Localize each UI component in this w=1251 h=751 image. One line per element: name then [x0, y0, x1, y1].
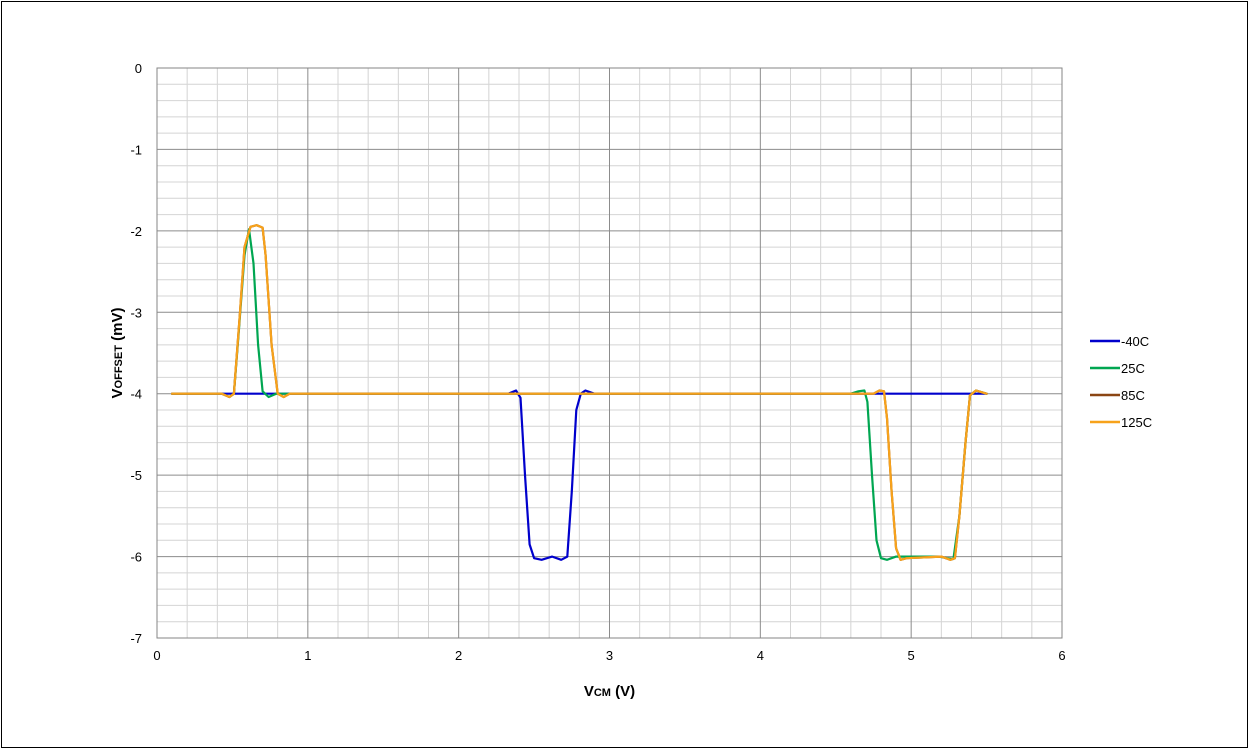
series-lines — [171, 224, 988, 561]
y-tick-label: -2 — [130, 224, 142, 239]
series-line-125c — [171, 224, 988, 561]
y-tick-labels: 0 -1 -2 -3 -4 -5 -6 -7 — [130, 61, 142, 646]
y-tick-label: -3 — [130, 305, 142, 320]
y-axis-title-sub: OFFSET — [113, 345, 125, 389]
x-axis-title-main: V — [584, 683, 594, 700]
x-tick-label: 5 — [908, 648, 915, 663]
y-tick-label: -5 — [130, 468, 142, 483]
x-tick-label: 1 — [304, 648, 311, 663]
x-axis-title: VCM (V) — [584, 683, 635, 700]
legend-label-125c: 125C — [1121, 415, 1152, 430]
x-tick-label: 6 — [1058, 648, 1065, 663]
legend: -40C 25C 85C 125C — [1090, 334, 1152, 430]
legend-label-25c: 25C — [1121, 361, 1145, 376]
y-axis-title: VOFFSET (mV) — [109, 308, 126, 399]
y-axis-title-main: V — [109, 388, 126, 398]
major-gridlines — [157, 68, 1062, 638]
y-axis-title-rest: (mV) — [109, 308, 126, 346]
y-tick-label: 0 — [135, 61, 142, 76]
legend-label-40c: -40C — [1121, 334, 1149, 349]
plot-area-border — [156, 67, 1063, 639]
x-tick-labels: 0 1 2 3 4 5 6 — [153, 648, 1065, 663]
legend-label-85c: 85C — [1121, 388, 1145, 403]
y-tick-label: -7 — [130, 631, 142, 646]
x-axis-title-rest: (V) — [611, 683, 635, 700]
x-axis-title-sub: CM — [594, 687, 611, 699]
y-tick-label: -4 — [130, 387, 142, 402]
x-tick-label: 3 — [606, 648, 613, 663]
x-tick-label: 4 — [757, 648, 764, 663]
y-tick-label: -1 — [130, 142, 142, 157]
x-tick-label: 2 — [455, 648, 462, 663]
x-tick-label: 0 — [153, 648, 160, 663]
y-tick-label: -6 — [130, 550, 142, 565]
